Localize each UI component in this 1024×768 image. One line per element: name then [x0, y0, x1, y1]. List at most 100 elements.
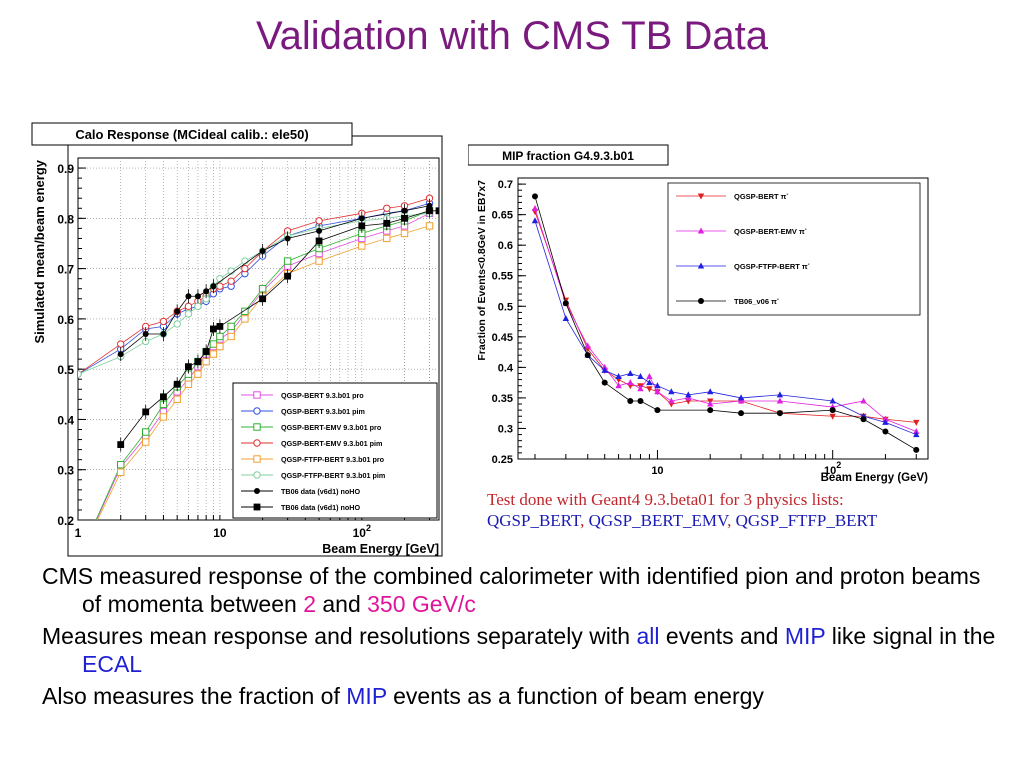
data-point — [173, 395, 181, 404]
data-point — [685, 391, 692, 398]
x-tick-label: 1 — [75, 526, 82, 540]
data-point — [706, 400, 714, 407]
physics-lists: QGSP_BERT, QGSP_BERT_EMV, QGSP_FTFP_BERT — [487, 510, 877, 531]
legend-marker — [253, 503, 261, 511]
legend-label: QGSP-FTFP-BERT 9.3.b01 pim — [281, 471, 385, 480]
highlight-text: MIP — [784, 623, 826, 649]
data-point — [284, 272, 292, 280]
list-separator: , — [580, 511, 589, 530]
legend-entry: TB06_v06 π- — [676, 297, 779, 306]
note-line-1: Test done with Geant4 9.3.beta01 for 3 p… — [487, 490, 844, 509]
y-tick-label: 0.8 — [57, 212, 74, 226]
bullet-text: events and — [659, 623, 785, 649]
data-point — [142, 438, 150, 446]
data-point — [401, 207, 408, 214]
mip-fraction-chart: 0.25 0.3 0.35 0.4 0.45 0.5 0.55 0.6 0.65 0.7 10 102… — [468, 144, 929, 484]
series-line-2 — [534, 220, 917, 435]
data-point — [601, 363, 608, 370]
legend-label: TB06_v06 π- — [734, 297, 779, 306]
data-point — [194, 293, 201, 300]
legend — [232, 382, 438, 519]
legend-marker — [698, 298, 704, 304]
data-point — [203, 288, 210, 295]
y-axis-title: Fraction of Events<0.8GeV in EB7x7 — [476, 180, 488, 361]
data-point — [738, 410, 745, 417]
legend-entry: QGSP-BERT-EMV 9.3.b01 pro — [241, 423, 382, 432]
data-point — [209, 350, 218, 358]
legend-entry: QGSP-BERT π- — [676, 192, 788, 201]
data-point — [737, 397, 745, 404]
data-point — [776, 397, 784, 404]
series-layer — [78, 194, 439, 520]
calo-response-chart: 0.2 0.3 0.4 0.5 0.6 0.7 0.8 0.9 1 10 102 Beam Energ… — [31, 122, 443, 557]
series-line-3 — [534, 196, 917, 451]
data-point — [882, 418, 889, 425]
data-point — [117, 441, 125, 448]
x-tick-label: 10 — [213, 526, 227, 540]
data-point — [913, 428, 920, 435]
y-axis-title: Simulated mean/beam energy — [32, 159, 47, 343]
data-point — [259, 295, 267, 303]
data-point — [776, 391, 784, 398]
data-point — [654, 388, 661, 395]
data-point — [259, 248, 266, 255]
data-point — [210, 325, 217, 333]
slide-title: Validation with CMS TB Data — [255, 14, 769, 58]
data-point — [241, 264, 249, 273]
data-point — [216, 323, 224, 330]
highlight-text: all — [636, 623, 660, 649]
data-point — [637, 397, 644, 404]
data-point — [142, 330, 149, 337]
chart-title-box — [468, 144, 669, 166]
legend-entry: QGSP-BERT 9.3.b01 pim — [241, 407, 365, 416]
physics-lists-note: Test done with Geant4 9.3.beta01 for 3 p… — [487, 489, 877, 531]
data-point — [435, 207, 439, 215]
legend — [667, 182, 921, 316]
series-line-0 — [534, 211, 917, 423]
legend-marker — [697, 227, 705, 234]
bullet-text: events as a function of beam energy — [386, 683, 764, 709]
data-point — [184, 380, 193, 388]
data-point — [562, 315, 570, 321]
data-point — [531, 193, 538, 200]
list-separator: , — [727, 511, 736, 530]
data-point — [829, 397, 836, 404]
data-point — [315, 237, 323, 245]
data-point — [227, 322, 235, 331]
data-point — [258, 285, 267, 293]
data-point — [383, 234, 391, 243]
legend-entry: QGSP-FTFP-BERT 9.3.b01 pim — [241, 471, 385, 480]
bullet-item: Also measures the fraction of MIP events… — [42, 683, 1002, 711]
series-line-1 — [534, 208, 917, 432]
data-point — [637, 373, 644, 380]
data-point — [283, 257, 292, 265]
y-tick-label: 0.35 — [492, 393, 513, 405]
legend-marker — [253, 423, 261, 431]
data-point — [383, 204, 391, 212]
chart-title: MIP fraction G4.9.3.b01 — [502, 149, 634, 163]
data-point — [160, 330, 167, 337]
legend-marker — [253, 391, 261, 399]
data-point — [241, 315, 249, 323]
data-point — [184, 310, 193, 318]
series-line-6 — [120, 205, 430, 355]
data-point — [216, 282, 224, 290]
data-point — [627, 369, 634, 376]
y-tick-label: 0.7 — [57, 263, 74, 277]
data-point — [159, 413, 168, 421]
data-point — [584, 352, 591, 359]
highlight-text: ECAL — [82, 650, 143, 677]
legend-entry: QGSP-BERT 9.3.b01 pro — [241, 391, 364, 400]
data-point — [160, 393, 167, 401]
y-tick-label: 0.6 — [498, 240, 513, 252]
y-tick-label: 0.45 — [492, 332, 513, 344]
bullet-text: CMS measured response of the combined ca… — [42, 563, 981, 617]
physics-list-qgsp-bert: QGSP_BERT — [487, 511, 581, 530]
y-tick-label: 0.9 — [57, 162, 74, 176]
y-tick-label: 0.5 — [57, 363, 74, 377]
data-point — [601, 366, 608, 373]
data-point — [173, 380, 181, 388]
data-point — [241, 307, 249, 316]
legend-marker — [253, 407, 261, 415]
data-point — [425, 222, 434, 230]
